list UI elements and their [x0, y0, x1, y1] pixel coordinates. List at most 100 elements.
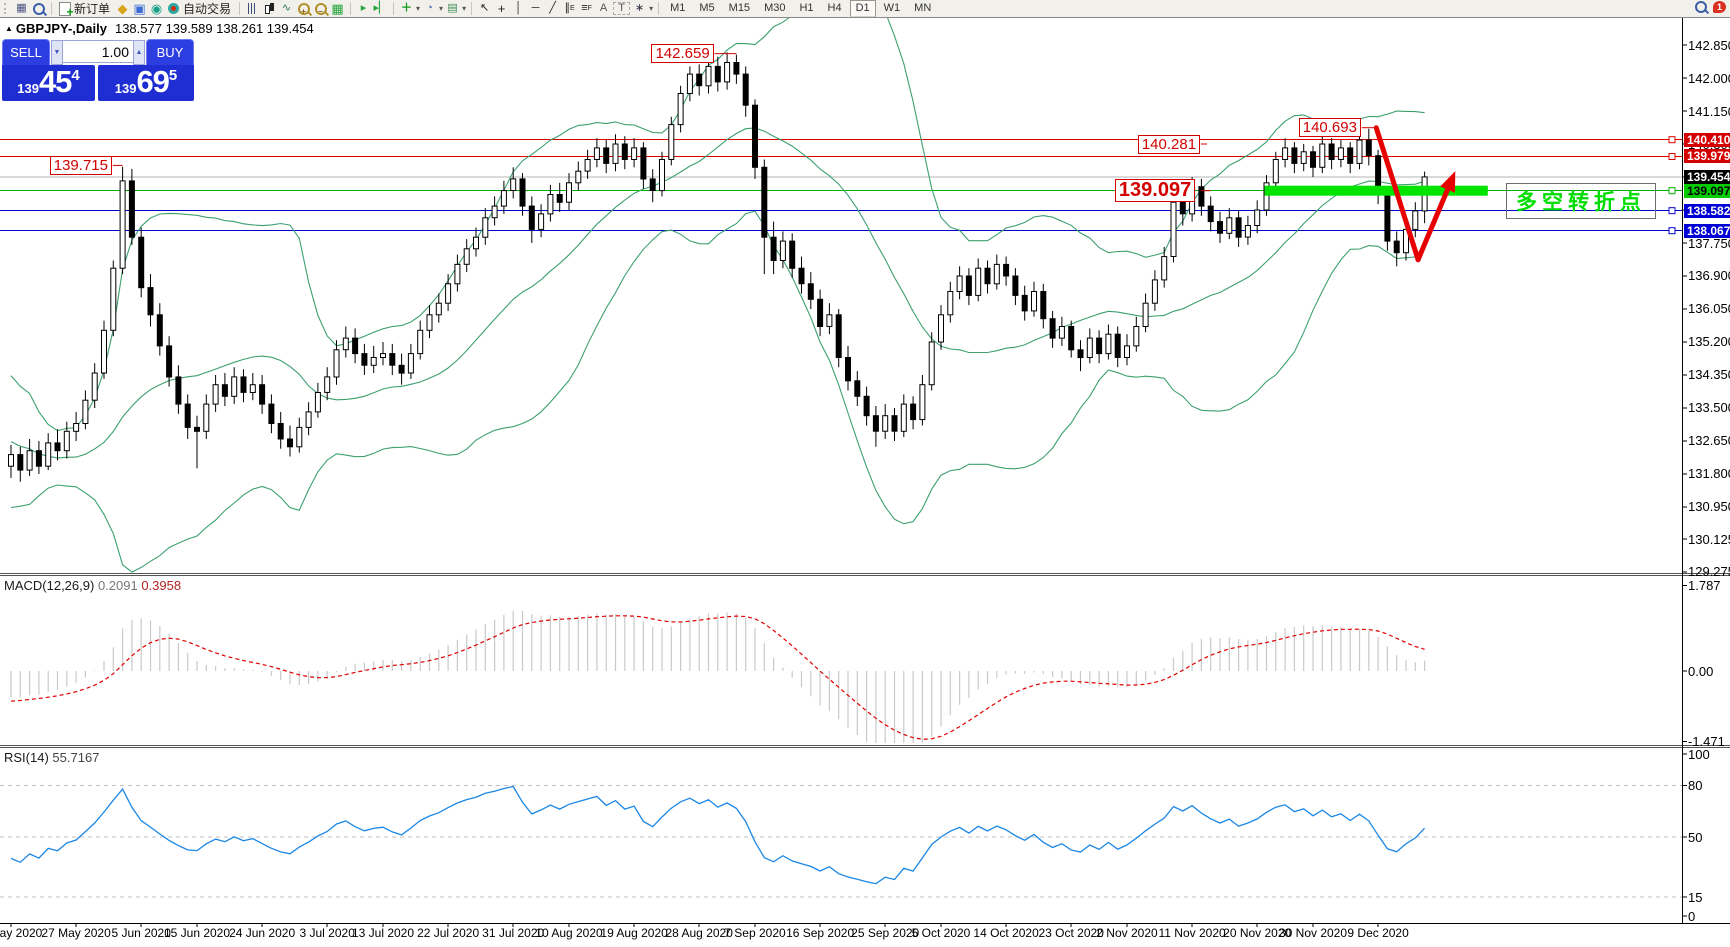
bar-chart-icon[interactable]	[245, 1, 260, 16]
y-axis-tick: 134.350	[1688, 367, 1730, 383]
text-icon[interactable]: A	[599, 2, 608, 14]
toolbar-grip	[4, 3, 10, 14]
y-axis-tick: 133.500	[1688, 400, 1730, 416]
y-axis-tick: 132.650	[1688, 433, 1730, 449]
y-axis-tick: 136.050	[1688, 301, 1730, 317]
date-label: 25 Sep 2020	[851, 926, 919, 940]
vertical-line-icon[interactable]: │	[515, 2, 523, 14]
timeframe-button-M1[interactable]: M1	[670, 2, 686, 14]
timeframe-button-M5[interactable]: M5	[699, 2, 715, 14]
new-order-icon[interactable]	[57, 1, 74, 20]
timeframe-button-M30[interactable]: M30	[764, 2, 786, 14]
text-label-icon[interactable]: T	[613, 2, 631, 15]
price-badge: 138.067	[1684, 223, 1730, 238]
timeframe-button-W1[interactable]: W1	[883, 2, 901, 14]
zoom-in-icon[interactable]: +	[296, 1, 311, 16]
y-axis-tick: 142.000	[1688, 70, 1730, 86]
chart-preview-icon[interactable]	[31, 1, 46, 16]
period-dropdown-icon[interactable]: ▾	[439, 4, 444, 13]
rsi-name: RSI(14)	[4, 750, 49, 765]
macd-value-main: 0.2091	[97, 578, 138, 593]
autotrade-glyph	[168, 3, 180, 14]
price-callout[interactable]: 142.659	[651, 44, 714, 64]
notification-bubble[interactable]: 1	[1713, 1, 1726, 13]
templates-icon[interactable]: ▤	[447, 2, 458, 14]
chart-window-icon[interactable]: ▦	[16, 2, 27, 14]
price-callout[interactable]: 139.715	[49, 155, 112, 175]
zoom-out-icon[interactable]: −	[313, 1, 328, 16]
terminal-icon[interactable]: ▣	[133, 1, 146, 16]
arrows-dropdown-icon[interactable]: ▾	[649, 4, 654, 13]
y-axis-tick: 142.850	[1688, 37, 1730, 53]
date-label: 22 Jul 2020	[417, 926, 479, 940]
bull-bear-turning-point-annotation[interactable]: 多空转折点	[1506, 183, 1656, 219]
autoscroll-icon[interactable]: ▸	[360, 2, 367, 14]
volume-increase-button[interactable]: ▲	[133, 40, 145, 65]
rsi-axis-tick: 0	[1688, 908, 1696, 924]
autotrade-icon[interactable]	[166, 1, 181, 16]
crosshair-icon[interactable]: +	[497, 1, 506, 16]
macd-axis-tick: 0.00	[1688, 663, 1714, 679]
volume-control: ▼ ▲	[51, 40, 145, 65]
new-order-label[interactable]: 新订单	[74, 2, 111, 16]
y-axis-tick: 137.750	[1688, 235, 1730, 251]
trendline-icon[interactable]: ╱	[549, 2, 556, 14]
channel-icon[interactable]: ∥ E	[564, 2, 575, 14]
toolbar-separator	[350, 2, 352, 15]
arrows-icon[interactable]: ∗	[634, 2, 645, 14]
price-callout[interactable]: 140.693	[1298, 118, 1361, 138]
horizontal-line-icon[interactable]: ─	[531, 2, 540, 14]
chart-shift-icon[interactable]: ▸▏	[373, 2, 388, 14]
indicator-dropdown-icon[interactable]: ▾	[416, 4, 421, 13]
date-label: 5 Jun 2020	[112, 926, 172, 940]
timeframe-button-H4[interactable]: H4	[827, 2, 842, 14]
page-plus-glyph	[58, 1, 74, 20]
period-clock-icon[interactable]: ◔	[426, 2, 433, 14]
tile-windows-icon[interactable]: ▦	[331, 1, 344, 16]
timeframe-button-MN[interactable]: MN	[914, 2, 932, 14]
date-label: 28 Aug 2020	[665, 926, 733, 940]
macd-axis-tick: 1.787	[1688, 578, 1721, 594]
price-callout[interactable]: 140.281	[1137, 134, 1201, 154]
chart-title: ▲ GBPJPY-,Daily 138.577 139.589 138.261 13…	[5, 21, 314, 36]
y-axis-tick: 141.150	[1688, 103, 1730, 119]
date-label: 5 Oct 2020	[912, 926, 971, 940]
macd-axis-tick: -1.471	[1688, 733, 1725, 749]
timeframe-button-H1[interactable]: H1	[799, 2, 814, 14]
volume-input[interactable]	[63, 40, 133, 63]
search-icon[interactable]	[1695, 1, 1707, 13]
sell-price-pip: 4	[71, 67, 80, 84]
timeframe-button-D1[interactable]: D1	[849, 0, 876, 17]
fibonacci-icon[interactable]: ≡ F	[581, 2, 592, 14]
magnifier-icon	[32, 2, 45, 15]
price-badge: 140.410	[1684, 132, 1730, 147]
autotrade-label[interactable]: 自动交易	[183, 2, 232, 16]
cursor-icon[interactable]: ↖	[479, 2, 490, 14]
y-axis-tick: 130.950	[1688, 499, 1730, 515]
templates-dropdown-icon[interactable]: ▾	[462, 4, 467, 13]
volume-decrease-button[interactable]: ▼	[51, 40, 63, 65]
sell-price-panel[interactable]: 139 45 4	[2, 65, 95, 101]
y-axis-tick: 129.275	[1688, 564, 1730, 580]
sell-button[interactable]: SELL	[2, 39, 50, 66]
y-axis-tick: 130.125	[1688, 531, 1730, 547]
buy-button[interactable]: BUY	[146, 39, 194, 66]
candlestick-chart-icon[interactable]	[262, 1, 277, 16]
timeframe-group: M1 M5 M15 M30 H1 H4 D1 W1 MN	[663, 0, 938, 17]
signal-icon[interactable]: ◉	[150, 1, 163, 16]
y-axis-tick: 135.200	[1688, 334, 1730, 350]
styler-icon[interactable]: ◆	[117, 1, 128, 16]
rsi-axis-tick: 80	[1688, 777, 1703, 793]
date-label: 23 Oct 2020	[1039, 926, 1105, 940]
candle-glyph	[264, 2, 275, 15]
timeframe-button-M15[interactable]: M15	[728, 2, 751, 14]
y-axis-tick: 136.900	[1688, 268, 1730, 284]
date-label: 13 Jul 2020	[352, 926, 414, 940]
price-callout[interactable]: 139.097	[1114, 179, 1196, 203]
date-label: 30 Nov 2020	[1279, 926, 1347, 940]
add-indicator-icon[interactable]: ＋	[401, 2, 413, 14]
buy-price-panel[interactable]: 139 69 5	[98, 65, 194, 101]
line-chart-icon[interactable]: ∿	[281, 2, 292, 14]
toolbar-separator	[393, 2, 395, 15]
